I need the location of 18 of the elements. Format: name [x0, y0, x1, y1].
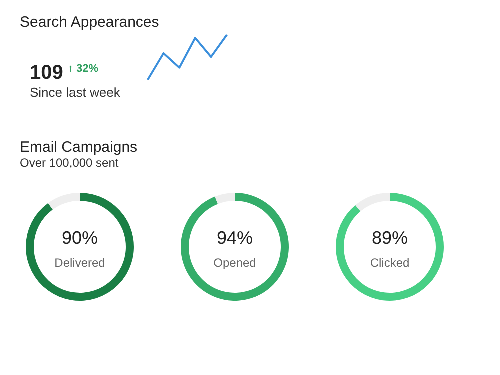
data-label: 89% [372, 228, 408, 248]
text: Over 100,000 sent [20, 156, 120, 170]
donut-slice [336, 193, 444, 301]
data-label: 90% [62, 228, 98, 248]
slice-label: Opened [214, 256, 256, 270]
donut-slice [48, 193, 80, 210]
text: ↑ 32% [68, 63, 99, 75]
donut-slice [26, 193, 134, 301]
text: 109 [30, 62, 64, 84]
data-label: 94% [216, 228, 254, 248]
donut-slice [215, 193, 235, 204]
slice-label: Clicked [370, 256, 410, 270]
slice-label: Delivered [54, 256, 106, 270]
chart-title: Search Appearances [20, 14, 160, 31]
text: Since last week [30, 85, 121, 100]
donut-slice [356, 193, 390, 212]
text: Email Campaigns [20, 139, 138, 156]
donut-slice [181, 193, 289, 301]
